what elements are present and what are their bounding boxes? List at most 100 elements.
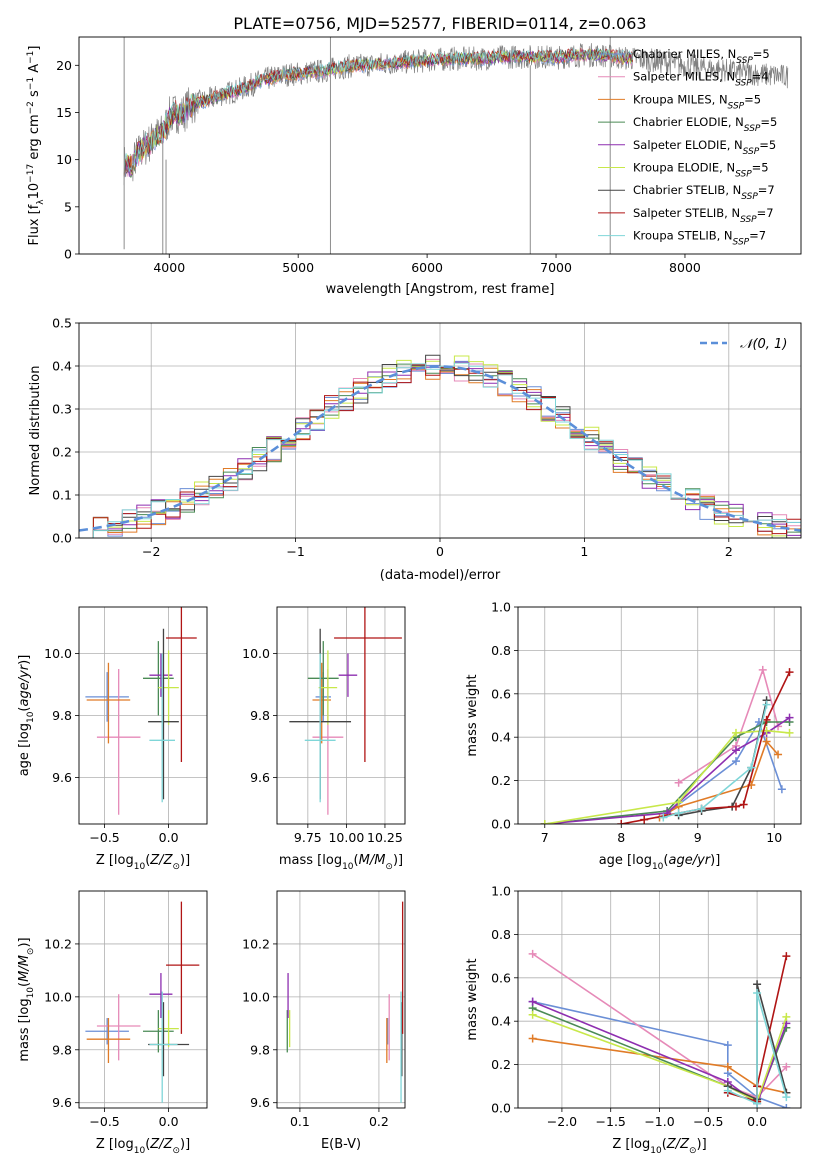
mw-z-marker-chabrier-miles: [782, 1104, 791, 1108]
mass-z-frame: [78, 890, 208, 1109]
legend-label-chabrier-miles: Chabrier MILES, NSSP=5: [633, 47, 770, 66]
mass-vs-metallicity-panel: −0.5 0.0 9.6 9.8 10.0 10.2 Z [log10(Z/Z⊙)] mass…: [17, 890, 208, 1156]
mw-age-marker-chabrier-miles: [731, 757, 740, 766]
age-mass-xtick-label: 10.25: [367, 830, 403, 845]
legend-label-kroupa-stelib: Kroupa STELIB, NSSP=7: [633, 229, 766, 248]
mass-ebv-ytick-label: 9.6: [250, 1095, 270, 1110]
legend-label-kroupa-elodie: Kroupa ELODIE, NSSP=5: [633, 161, 769, 180]
mw-z-marker-kroupa-stelib: [782, 1093, 791, 1102]
mw-age-ytick-label: 0.4: [491, 730, 511, 745]
mw-age-marker-kroupa-elodie: [731, 728, 740, 737]
mw-age-marker-salpeter-miles: [674, 778, 683, 787]
mass-z-ytick-label: 10.0: [44, 989, 72, 1004]
age-mass-ytick-label: 9.6: [250, 770, 270, 785]
age-z-ylabel: age [log10(age/yr)]: [17, 655, 36, 777]
mw-z-line-kroupa-elodie: [532, 1013, 788, 1103]
mw-age-xtick-label: 10: [766, 830, 782, 845]
mw-z-ylabel: mass weight: [465, 958, 480, 1040]
age-mass-xtick-label: 10.00: [328, 830, 364, 845]
normal-curve-line: [79, 365, 801, 532]
spectrum-ytick-label: 15: [56, 105, 72, 120]
mw-age-marker-chabrier-miles: [777, 785, 786, 794]
mw-age-plot-area: [540, 665, 794, 824]
age-mass-frame: [276, 606, 406, 825]
mw-age-ytick-label: 0.8: [491, 643, 511, 658]
mw-age-xtick-label: 7: [541, 830, 549, 845]
mw-z-marker-kroupa-stelib: [753, 988, 762, 997]
mw-age-marker-kroupa-miles: [762, 737, 771, 746]
mw-z-marker-kroupa-stelib: [753, 1099, 762, 1108]
spectrum-ylabel: Flux [fλ10−17 erg cm−2 s−1 A−1]: [26, 46, 46, 246]
age-mass-ytick-label: 9.8: [250, 708, 270, 723]
residuals-xtick-label: −2: [142, 544, 160, 559]
mw-age-xtick-label: 8: [617, 830, 625, 845]
mw-z-ytick-label: 0.8: [491, 927, 511, 942]
mw-z-xtick-label: 0.0: [747, 1114, 767, 1129]
residual-plot-area: [79, 354, 801, 538]
age-z-xtick-label: 0.0: [159, 830, 179, 845]
residuals-ytick-label: 0.5: [52, 316, 72, 331]
mass-ebv-ytick-label: 10.2: [242, 936, 270, 951]
mw-age-marker-kroupa-elodie: [785, 728, 794, 737]
residuals-ytick-label: 0.1: [52, 488, 72, 503]
mass-weight-vs-metallicity-panel: −2.0 −1.5 −1.0 −0.5 0.0 0.0 0.2 0.4 0.6 0.8 1.0 Z […: [465, 884, 802, 1156]
age-z-ytick-label: 9.8: [52, 708, 72, 723]
mw-z-xtick-label: −2.0: [547, 1114, 577, 1129]
spectrum-frame: [78, 36, 802, 255]
mw-age-marker-kroupa-stelib: [762, 700, 771, 709]
mw-age-marker-salpeter-stelib: [640, 815, 649, 824]
mw-z-xtick-label: −1.5: [596, 1114, 626, 1129]
residuals-xlabel: (data-model)/error: [380, 568, 501, 583]
age-z-ytick-label: 10.0: [44, 646, 72, 661]
mass-z-ytick-label: 9.6: [52, 1095, 72, 1110]
mw-z-plot-area: [528, 949, 791, 1108]
mw-z-marker-chabrier-miles: [723, 1041, 732, 1050]
residuals-xtick-label: 2: [725, 544, 733, 559]
mass-z-ytick-label: 9.8: [52, 1042, 72, 1057]
mw-age-marker-salpeter-stelib: [739, 800, 748, 809]
age-mass-xtick-label: 9.75: [294, 830, 322, 845]
spectrum-legend: Chabrier MILES, NSSP=5 Salpeter MILES, NS…: [598, 47, 777, 248]
mw-z-ytick-label: 0.4: [491, 1014, 511, 1029]
model-spectrum-salpeter-elodie: [123, 48, 633, 177]
mass-z-ytick-label: 10.2: [44, 936, 72, 951]
mass-ebv-ytick-label: 10.0: [242, 989, 270, 1004]
spectrum-xtick-label: 5000: [282, 260, 314, 275]
mw-age-marker-kroupa-elodie: [540, 820, 549, 824]
mw-age-line-chabrier-miles: [666, 720, 783, 814]
mw-age-marker-salpeter-miles: [758, 665, 767, 674]
mw-z-marker-kroupa-miles: [723, 1062, 732, 1071]
spectrum-xtick-label: 7000: [540, 260, 572, 275]
observed-spectrum-line: [123, 43, 789, 186]
mass-z-ylabel: mass [log10(M/M⊙)]: [17, 937, 36, 1061]
mw-age-ytick-label: 0.0: [491, 817, 511, 832]
residuals-ytick-label: 0.0: [52, 531, 72, 546]
age-vs-metallicity-panel: −0.5 0.0 9.6 9.8 10.0 Z [log10(Z/Z⊙)] age [log…: [17, 606, 208, 872]
age-mass-plot-area: [289, 607, 402, 815]
mass-vs-reddening-panel: 0.1 0.2 9.6 9.8 10.0 10.2 E(B-V): [242, 890, 406, 1152]
legend-label-salpeter-stelib: Salpeter STELIB, NSSP=7: [633, 206, 774, 225]
mw-z-xtick-label: −0.5: [693, 1114, 723, 1129]
residuals-ytick-label: 0.4: [52, 359, 72, 374]
mw-age-marker-kroupa-elodie: [674, 798, 683, 807]
mass-z-xtick-label: 0.0: [159, 1114, 179, 1129]
mw-z-ytick-label: 1.0: [491, 884, 511, 899]
model-spectrum-kroupa-miles: [123, 49, 633, 177]
mw-z-ytick-label: 0.6: [491, 970, 511, 985]
spectrum-ytick-label: 5: [64, 199, 72, 214]
mw-z-xtick-label: −1.0: [644, 1114, 674, 1129]
mw-age-ytick-label: 1.0: [491, 600, 511, 615]
mw-age-ylabel: mass weight: [465, 674, 480, 756]
model-spectrum-chabrier-elodie: [123, 49, 633, 178]
residuals-xtick-label: −1: [286, 544, 304, 559]
residual-histogram-kroupa-stelib: [79, 362, 801, 538]
mw-age-marker-salpeter-elodie: [731, 746, 740, 755]
residuals-ytick-label: 0.2: [52, 445, 72, 460]
mw-age-line-salpeter-miles: [678, 667, 779, 784]
normal-curve-legend-label: 𝒩(0, 1): [740, 337, 787, 352]
spectrum-plot-area: [123, 37, 789, 254]
mw-age-ytick-label: 0.2: [491, 773, 511, 788]
mw-age-marker-kroupa-stelib: [674, 809, 683, 818]
mw-z-line-kroupa-miles: [532, 1037, 787, 1094]
